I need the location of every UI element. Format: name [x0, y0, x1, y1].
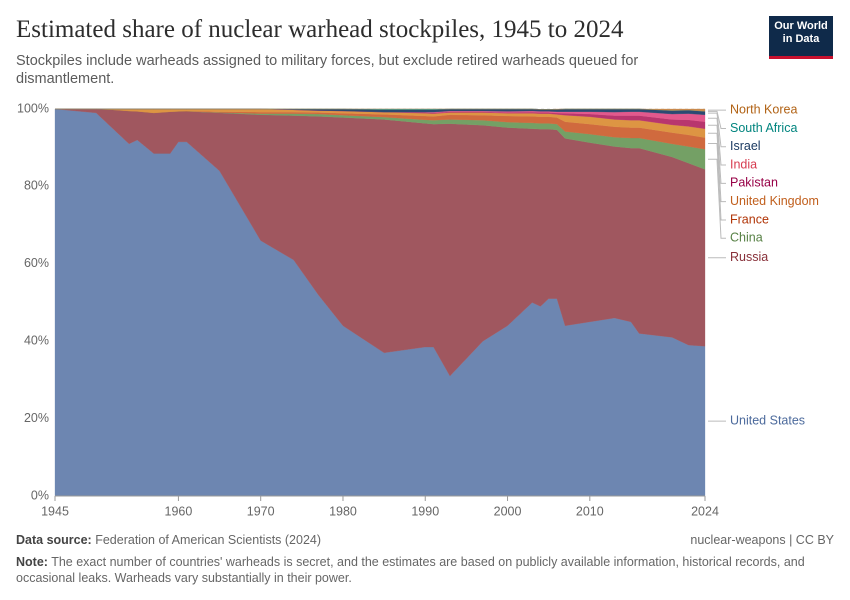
x-tick-label: 2000	[494, 504, 522, 518]
legend-label: Israel	[730, 139, 761, 153]
x-tick-label: 2010	[576, 504, 604, 518]
x-tick-label: 1945	[41, 504, 69, 518]
chart-subtitle: Stockpiles include warheads assigned to …	[16, 53, 639, 87]
chart: 0% 20% 40% 60% 80% 100% North Korea South Afric…	[17, 101, 819, 518]
legend-connector	[708, 117, 726, 166]
note: Note: The exact number of countries' war…	[16, 554, 834, 586]
y-tick-label: 0%	[31, 488, 49, 502]
legend-label: India	[730, 157, 757, 171]
y-tick-label: 40%	[24, 333, 49, 347]
y-tick-label: 60%	[24, 256, 49, 270]
y-tick-label: 80%	[24, 179, 49, 193]
legend-label: France	[730, 212, 769, 226]
source-label: Data source:	[16, 533, 92, 547]
logo[interactable]: Our World in Data	[769, 16, 833, 59]
note-text: The exact number of countries' warheads …	[16, 555, 805, 585]
legend-label: China	[730, 231, 763, 245]
legend-connector	[708, 132, 726, 203]
x-tick-label: 1980	[329, 504, 357, 518]
y-tick-label: 100%	[17, 101, 49, 115]
source: Data source: Federation of American Scie…	[16, 532, 834, 548]
legend-label: Pakistan	[730, 176, 778, 190]
legend-connector	[708, 110, 726, 129]
footer: Data source: Federation of American Scie…	[16, 532, 834, 586]
x-tick-label: 1960	[165, 504, 193, 518]
legend-label: South Africa	[730, 121, 797, 135]
legend-label: Russia	[730, 250, 768, 264]
note-label: Note:	[16, 555, 48, 569]
y-tick-label: 20%	[24, 411, 49, 425]
legend-label: North Korea	[730, 102, 797, 116]
license[interactable]: nuclear-weapons | CC BY	[690, 533, 834, 547]
source-text: Federation of American Scientists (2024)	[95, 533, 322, 547]
legend-label: United States	[730, 413, 805, 427]
x-tick-label: 1970	[247, 504, 275, 518]
legend-connector	[708, 112, 726, 148]
legend-connector	[708, 124, 726, 184]
legend-label: United Kingdom	[730, 194, 819, 208]
legend-connector	[708, 158, 726, 239]
x-tick-label: 1990	[411, 504, 439, 518]
logo-line: in Data	[782, 32, 820, 45]
logo-line: Our World	[774, 20, 828, 32]
x-tick-label: 2024	[691, 504, 719, 518]
chart-title: Estimated share of nuclear warhead stock…	[16, 16, 624, 43]
legend-connector	[708, 142, 726, 221]
area	[55, 108, 706, 112]
